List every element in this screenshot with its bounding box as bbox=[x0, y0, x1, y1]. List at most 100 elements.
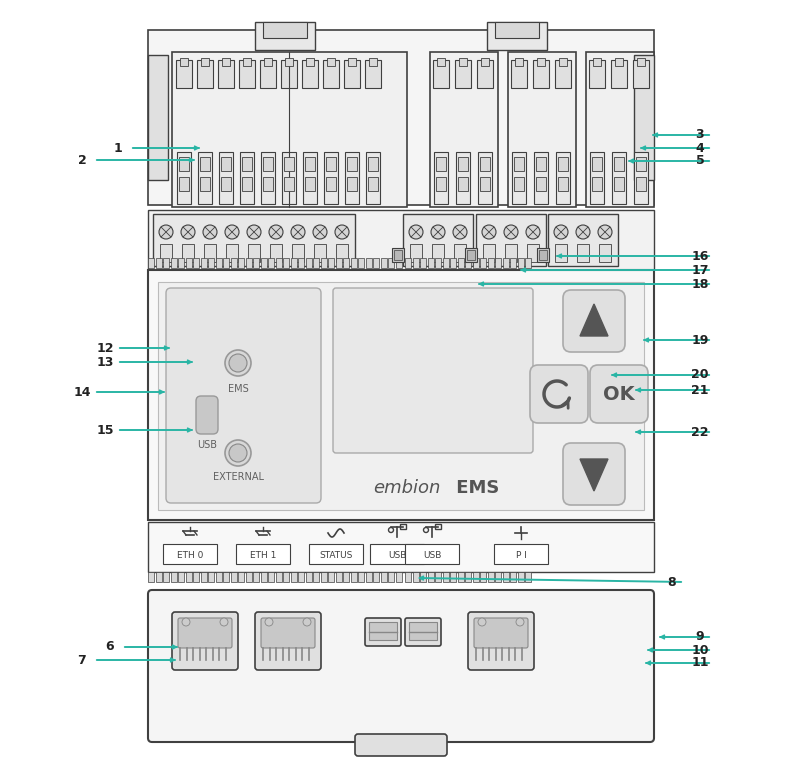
Bar bbox=[473, 258, 478, 268]
Bar bbox=[221, 157, 231, 171]
FancyBboxPatch shape bbox=[468, 612, 534, 670]
Circle shape bbox=[335, 225, 349, 239]
Bar bbox=[636, 157, 646, 171]
Bar bbox=[487, 22, 547, 50]
FancyBboxPatch shape bbox=[365, 618, 401, 646]
Circle shape bbox=[265, 618, 273, 626]
Bar bbox=[478, 152, 492, 204]
Bar bbox=[186, 572, 191, 582]
Circle shape bbox=[504, 225, 518, 239]
Text: 9: 9 bbox=[696, 631, 704, 644]
Bar bbox=[305, 157, 315, 171]
Bar bbox=[275, 258, 282, 268]
Circle shape bbox=[431, 225, 445, 239]
Bar bbox=[536, 177, 546, 191]
Bar bbox=[465, 572, 471, 582]
Bar bbox=[537, 58, 545, 66]
FancyBboxPatch shape bbox=[333, 288, 533, 453]
Bar bbox=[430, 52, 498, 207]
Text: 17: 17 bbox=[691, 263, 709, 276]
Bar bbox=[458, 258, 463, 268]
Bar bbox=[420, 572, 426, 582]
Bar bbox=[436, 157, 446, 171]
Circle shape bbox=[482, 225, 496, 239]
Bar bbox=[495, 22, 539, 38]
Bar bbox=[343, 258, 349, 268]
Bar bbox=[242, 157, 252, 171]
Bar bbox=[176, 60, 192, 88]
Circle shape bbox=[182, 618, 190, 626]
Bar bbox=[637, 58, 645, 66]
Bar bbox=[204, 244, 216, 262]
Bar bbox=[350, 258, 357, 268]
Bar bbox=[148, 572, 154, 582]
Text: EXTERNAL: EXTERNAL bbox=[213, 472, 263, 482]
Bar bbox=[614, 157, 624, 171]
FancyBboxPatch shape bbox=[196, 396, 218, 434]
Text: 6: 6 bbox=[106, 641, 114, 654]
Bar bbox=[467, 250, 475, 260]
Bar bbox=[163, 258, 169, 268]
Bar bbox=[511, 60, 527, 88]
Bar bbox=[373, 258, 379, 268]
Bar bbox=[215, 572, 222, 582]
Bar bbox=[198, 152, 212, 204]
Bar bbox=[454, 244, 466, 262]
Bar bbox=[327, 58, 335, 66]
Bar bbox=[253, 572, 259, 582]
FancyBboxPatch shape bbox=[590, 365, 648, 423]
Circle shape bbox=[159, 225, 173, 239]
Bar bbox=[388, 572, 394, 582]
FancyBboxPatch shape bbox=[563, 443, 625, 505]
Circle shape bbox=[409, 225, 423, 239]
Bar bbox=[502, 258, 509, 268]
FancyBboxPatch shape bbox=[172, 612, 238, 670]
Bar bbox=[309, 544, 363, 564]
Bar bbox=[326, 157, 336, 171]
FancyBboxPatch shape bbox=[255, 612, 321, 670]
Text: 5: 5 bbox=[696, 154, 704, 167]
Bar bbox=[450, 572, 456, 582]
Bar bbox=[345, 152, 359, 204]
Bar bbox=[436, 177, 446, 191]
Bar bbox=[525, 258, 531, 268]
Bar bbox=[369, 622, 397, 640]
Text: 13: 13 bbox=[96, 356, 114, 369]
Bar bbox=[590, 152, 604, 204]
Bar bbox=[633, 60, 649, 88]
Text: ETH 1: ETH 1 bbox=[250, 551, 276, 560]
Bar bbox=[246, 572, 251, 582]
Bar bbox=[281, 60, 297, 88]
Bar bbox=[201, 258, 206, 268]
Bar bbox=[433, 60, 449, 88]
Bar bbox=[369, 58, 377, 66]
Bar bbox=[476, 214, 546, 266]
Bar bbox=[193, 258, 199, 268]
Text: 11: 11 bbox=[691, 657, 709, 670]
Bar bbox=[586, 52, 654, 207]
Circle shape bbox=[229, 444, 247, 462]
Bar bbox=[480, 177, 490, 191]
Circle shape bbox=[225, 350, 251, 376]
FancyBboxPatch shape bbox=[563, 290, 625, 352]
Bar bbox=[555, 244, 567, 262]
FancyBboxPatch shape bbox=[261, 618, 315, 648]
Bar bbox=[218, 60, 234, 88]
Bar bbox=[303, 152, 317, 204]
Text: 18: 18 bbox=[691, 277, 709, 290]
Bar bbox=[243, 58, 251, 66]
Bar bbox=[223, 258, 229, 268]
Circle shape bbox=[576, 225, 590, 239]
Circle shape bbox=[203, 225, 217, 239]
Bar bbox=[335, 258, 342, 268]
Text: USB: USB bbox=[197, 440, 217, 450]
Bar bbox=[155, 258, 162, 268]
Bar bbox=[179, 177, 189, 191]
Bar bbox=[148, 522, 654, 572]
Bar bbox=[155, 572, 162, 582]
Bar bbox=[201, 572, 206, 582]
Bar bbox=[158, 282, 644, 510]
Bar bbox=[314, 244, 326, 262]
FancyBboxPatch shape bbox=[355, 734, 447, 756]
FancyBboxPatch shape bbox=[530, 365, 588, 423]
